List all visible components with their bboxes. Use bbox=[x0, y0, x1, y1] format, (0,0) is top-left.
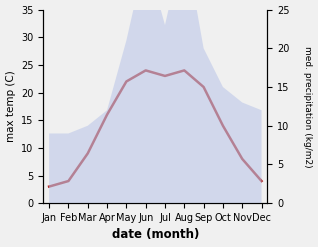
Y-axis label: max temp (C): max temp (C) bbox=[5, 70, 16, 142]
Y-axis label: med. precipitation (kg/m2): med. precipitation (kg/m2) bbox=[303, 45, 313, 167]
X-axis label: date (month): date (month) bbox=[112, 228, 199, 242]
